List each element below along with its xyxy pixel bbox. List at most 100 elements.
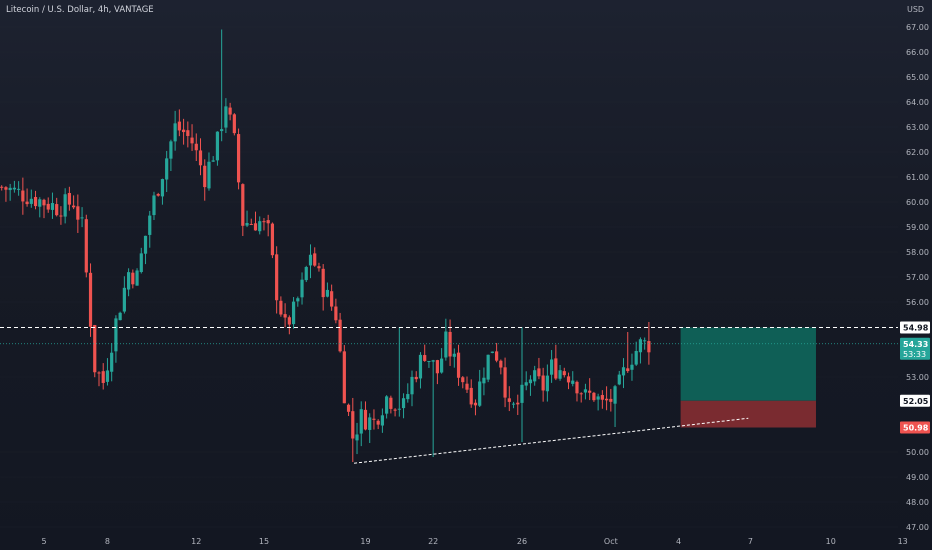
candle-up (148, 215, 152, 235)
y-tick-label: 48.00 (906, 498, 929, 507)
candle-up (165, 158, 169, 180)
candle-down (156, 194, 160, 196)
y-tick-label: 62.00 (906, 148, 929, 157)
candle-down (249, 224, 253, 226)
candle-up (139, 253, 143, 273)
candle-up (207, 161, 211, 189)
candle-up (211, 160, 215, 162)
candle-down (46, 203, 50, 210)
candle-up (621, 367, 626, 376)
candle-down (93, 325, 97, 373)
candle-up (105, 370, 110, 382)
candle-up (638, 339, 643, 353)
candle-up (511, 403, 516, 405)
x-tick-label: 8 (105, 537, 110, 546)
candle-down (21, 190, 25, 202)
candle-up (520, 384, 524, 403)
candle-down (181, 129, 186, 133)
candle-up (29, 198, 33, 204)
chart-title: Litecoin / U.S. Dollar, 4h, VANTAGE (6, 5, 154, 15)
candle-down (186, 130, 190, 136)
candle-down (67, 192, 71, 205)
candle-up (397, 408, 401, 410)
candle-up (478, 381, 482, 406)
profit-zone[interactable] (680, 327, 816, 401)
candle-down (228, 107, 232, 115)
candle-up (325, 289, 330, 297)
candle-up (571, 380, 575, 384)
candle-up (630, 364, 634, 370)
candle-up (482, 377, 486, 384)
candle-down (604, 398, 609, 401)
y-tick-label: 57.00 (906, 273, 929, 282)
candle-down (562, 371, 566, 376)
candle-up (63, 194, 67, 217)
candle-up (380, 415, 384, 426)
x-tick-label: 19 (360, 537, 370, 546)
candle-down (507, 398, 511, 402)
y-tick-label: 60.00 (906, 198, 929, 207)
candle-up (431, 360, 435, 362)
candle-down (4, 187, 8, 190)
candle-down (0, 186, 4, 188)
candle-down (461, 377, 465, 383)
candle-down (203, 165, 207, 188)
candle-up (550, 359, 554, 375)
candle-up (355, 434, 359, 441)
candle-down (342, 351, 346, 404)
x-tick-label: 4 (676, 537, 681, 546)
candle-up (245, 222, 249, 226)
candle-down (588, 390, 592, 393)
y-tick-label: 61.00 (906, 173, 929, 182)
candle-up (308, 254, 313, 266)
candle-down (177, 121, 181, 131)
candle-up (160, 179, 165, 197)
candle-down (253, 223, 258, 231)
candle-up (533, 370, 537, 382)
stop-price-tag-box (900, 421, 930, 434)
candle-up (220, 129, 224, 132)
candle-up (490, 351, 494, 353)
candle-up (169, 141, 173, 159)
candle-down (389, 397, 393, 409)
candle-up (486, 354, 490, 380)
candle-down (435, 360, 439, 374)
x-tick-label: Oct (604, 537, 618, 546)
candle-down (465, 383, 469, 390)
candle-down (376, 420, 380, 425)
candle-up (135, 270, 139, 286)
x-tick-label: 13 (898, 537, 908, 546)
candle-down (334, 306, 338, 321)
candle-down (287, 317, 291, 325)
candle-down (42, 199, 46, 206)
y-tick-label: 66.00 (906, 48, 929, 57)
candle-down (283, 314, 287, 318)
candle-up (368, 417, 372, 430)
candle-down (266, 220, 270, 224)
y-tick-label: 53.00 (906, 373, 929, 382)
candle-down (537, 368, 541, 377)
candle-down (495, 351, 499, 361)
candle-up (80, 217, 84, 219)
candle-down (72, 205, 76, 208)
candle-up (38, 199, 42, 207)
candle-down (592, 392, 596, 401)
candle-down (473, 402, 478, 406)
candle-up (401, 398, 406, 409)
stop-zone[interactable] (680, 400, 816, 428)
candle-down (198, 150, 203, 166)
y-tick-label: 56.00 (906, 298, 929, 307)
candle-down (275, 254, 279, 301)
candle-up (528, 379, 533, 384)
candle-up (152, 195, 156, 216)
candle-up (359, 409, 363, 434)
candle-down (626, 368, 630, 372)
candle-up (634, 350, 638, 365)
x-tick-label: 7 (748, 537, 753, 546)
candle-down (448, 331, 452, 357)
candle-down (609, 398, 613, 402)
candle-down (647, 341, 651, 353)
candle-down (55, 204, 59, 216)
support-trendline[interactable] (354, 417, 749, 464)
